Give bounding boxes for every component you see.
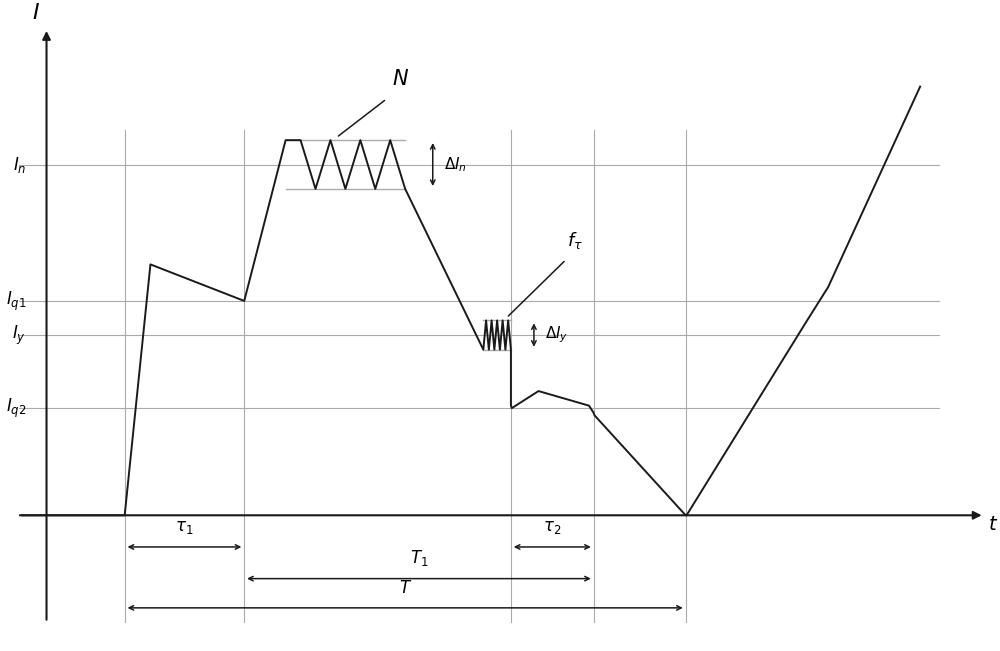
Text: $\tau_1$: $\tau_1$ <box>175 518 194 536</box>
Text: $T_1$: $T_1$ <box>410 548 428 568</box>
Text: t: t <box>989 514 997 534</box>
Text: $I_y$: $I_y$ <box>12 324 26 346</box>
Text: $I_n$: $I_n$ <box>13 154 26 174</box>
Text: $\Delta I_y$: $\Delta I_y$ <box>545 325 568 345</box>
Text: I: I <box>32 3 39 23</box>
Text: N: N <box>393 69 408 89</box>
Text: $f_\tau$: $f_\tau$ <box>567 230 583 251</box>
Text: $I_{q2}$: $I_{q2}$ <box>6 396 26 420</box>
Text: $I_{q1}$: $I_{q1}$ <box>6 289 26 312</box>
Text: $T$: $T$ <box>399 579 412 597</box>
Text: $\tau_2$: $\tau_2$ <box>543 518 561 536</box>
Text: $\Delta I_n$: $\Delta I_n$ <box>444 155 467 174</box>
